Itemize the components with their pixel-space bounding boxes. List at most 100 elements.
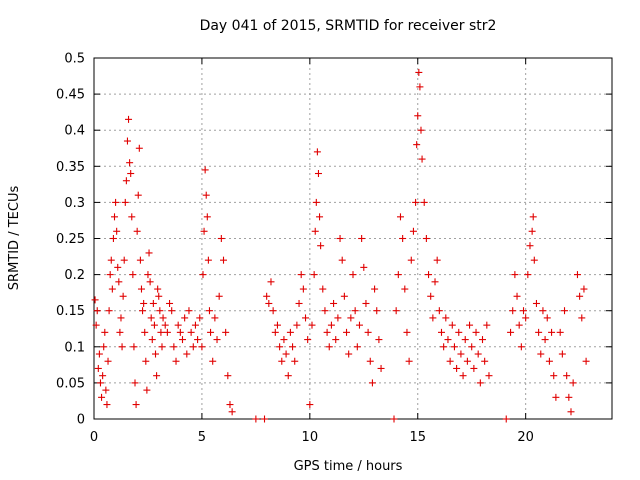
data-point: [168, 307, 176, 315]
data-point: [204, 256, 212, 264]
data-point: [444, 336, 452, 344]
data-point: [178, 336, 186, 344]
data-point: [474, 350, 482, 358]
data-point: [280, 336, 288, 344]
data-point: [392, 307, 400, 315]
data-point: [105, 307, 113, 315]
data-point: [106, 271, 114, 279]
data-point: [261, 415, 269, 423]
data-point: [433, 256, 441, 264]
data-point: [345, 350, 353, 358]
data-point: [330, 299, 338, 307]
data-point: [353, 343, 361, 351]
data-point: [405, 357, 413, 365]
data-point: [129, 271, 137, 279]
data-point: [470, 364, 478, 372]
data-point: [202, 191, 210, 199]
data-point: [448, 321, 456, 329]
data-point: [409, 227, 417, 235]
data-point: [550, 372, 558, 380]
data-point: [522, 314, 530, 322]
data-point: [166, 299, 174, 307]
data-point: [457, 350, 465, 358]
data-point: [511, 271, 519, 279]
data-point: [321, 307, 329, 315]
data-point: [437, 328, 445, 336]
data-point: [377, 364, 385, 372]
data-point: [273, 321, 281, 329]
data-point: [578, 314, 586, 322]
data-point: [429, 314, 437, 322]
data-point: [148, 336, 156, 344]
data-point: [140, 299, 148, 307]
data-point: [183, 350, 191, 358]
data-point: [161, 321, 169, 329]
data-point: [472, 328, 480, 336]
data-point: [556, 328, 564, 336]
data-point: [569, 379, 577, 387]
data-point: [455, 328, 463, 336]
data-point: [113, 227, 121, 235]
data-point: [226, 401, 234, 409]
data-point: [317, 242, 325, 250]
data-point: [537, 350, 545, 358]
data-point: [327, 321, 335, 329]
data-point: [131, 379, 139, 387]
data-point: [145, 249, 153, 257]
data-point: [332, 336, 340, 344]
data-point: [561, 307, 569, 315]
data-markers: [91, 68, 590, 423]
data-point: [530, 256, 538, 264]
data-point: [304, 336, 312, 344]
data-point: [172, 357, 180, 365]
data-point: [181, 314, 189, 322]
chart-title: Day 041 of 2015, SRMTID for receiver str…: [200, 18, 497, 34]
data-point: [422, 235, 430, 242]
data-point: [103, 401, 111, 409]
data-point: [155, 292, 163, 300]
data-point: [459, 372, 467, 380]
data-point: [532, 299, 540, 307]
data-point: [576, 292, 584, 300]
data-point: [558, 350, 566, 358]
x-tick-label: 0: [90, 430, 98, 445]
data-point: [539, 307, 547, 315]
data-point: [94, 364, 102, 372]
data-point: [416, 83, 424, 91]
data-point: [109, 235, 117, 242]
data-point: [299, 285, 307, 293]
data-point: [360, 263, 368, 271]
data-point: [114, 263, 122, 271]
data-point: [334, 314, 342, 322]
data-point: [159, 314, 167, 322]
data-point: [394, 271, 402, 279]
data-point: [509, 307, 517, 315]
x-tick-label: 20: [517, 430, 534, 445]
data-point: [483, 321, 491, 329]
y-tick-label: 0.15: [56, 304, 85, 319]
x-tick-label: 15: [409, 430, 426, 445]
data-point: [520, 307, 528, 315]
data-point: [375, 336, 383, 344]
data-point: [567, 408, 575, 416]
data-point: [228, 408, 236, 416]
data-point: [349, 271, 357, 279]
data-point: [314, 170, 322, 178]
data-point: [157, 328, 165, 336]
data-point: [358, 235, 366, 242]
y-tick-label: 0.35: [56, 160, 85, 175]
data-point: [479, 336, 486, 344]
data-point: [154, 285, 162, 293]
data-point: [150, 321, 158, 329]
data-point: [417, 126, 425, 134]
data-point: [340, 292, 348, 300]
data-point: [205, 307, 213, 315]
data-point: [120, 256, 128, 264]
data-point: [101, 328, 109, 336]
data-point: [201, 166, 209, 174]
data-point: [117, 314, 125, 322]
data-point: [403, 328, 411, 336]
data-point: [108, 285, 116, 293]
data-point: [217, 235, 225, 242]
data-point: [269, 307, 277, 315]
